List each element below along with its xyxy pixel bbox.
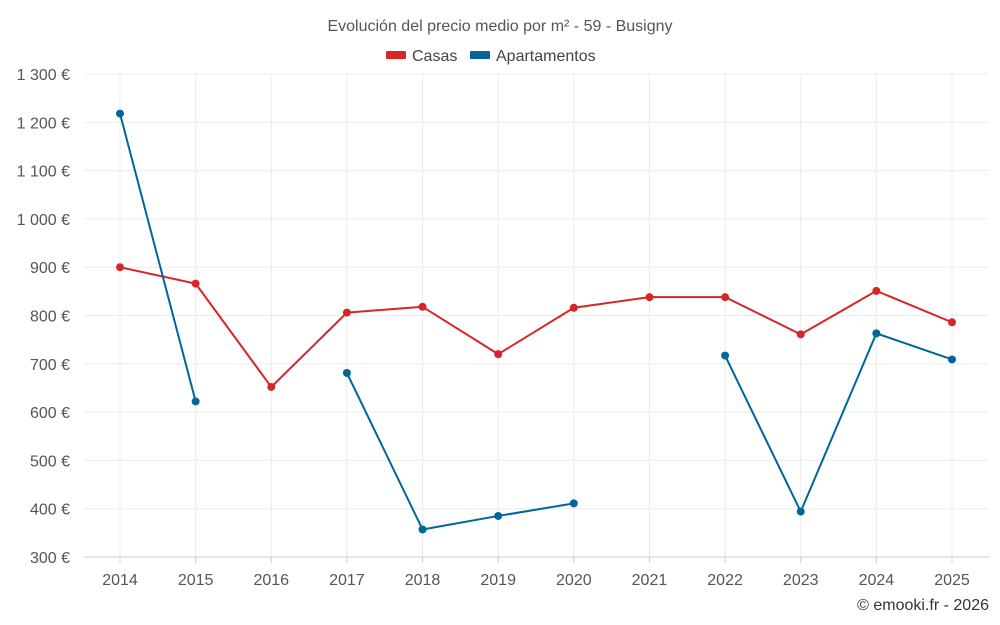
y-tick-label: 300 € [30,550,70,567]
data-point-casas[interactable] [116,263,124,272]
x-tick-label: 2018 [405,572,441,589]
y-tick-label: 800 € [30,309,70,326]
data-point-apartamentos[interactable] [948,355,956,364]
data-point-casas[interactable] [342,308,351,317]
y-tick-label: 900 € [30,260,70,277]
y-tick-label: 400 € [30,502,70,519]
x-tick-label: 2020 [556,572,592,589]
legend-label-casas: Casas [412,48,457,65]
series-line-apartamentos [724,332,953,513]
data-point-casas[interactable] [418,302,427,311]
y-tick-label: 1 300 € [17,67,70,84]
y-tick-label: 1 000 € [17,212,70,229]
chart-title: Evolución del precio medio por m² - 59 -… [327,18,672,35]
y-tick-label: 700 € [30,357,70,374]
x-tick-label: 2014 [102,572,138,589]
data-point-apartamentos[interactable] [191,397,200,406]
data-point-apartamentos[interactable] [872,329,881,338]
x-tick-label: 2019 [480,572,516,589]
legend-item-casas[interactable]: Casas [386,48,457,65]
series-casas [116,263,956,391]
data-point-casas[interactable] [872,286,881,295]
data-point-apartamentos[interactable] [342,368,351,377]
legend-item-apartamentos[interactable]: Apartamentos [470,48,596,65]
data-point-apartamentos[interactable] [494,511,503,520]
legend[interactable]: Casas Apartamentos [386,48,596,65]
data-point-casas[interactable] [494,350,503,359]
legend-swatch-casas [386,51,406,59]
axes: 300 € 400 € 500 € 600 € 700 € 800 € 900 € 1 000… [17,67,989,589]
data-point-casas[interactable] [948,318,956,327]
data-point-casas[interactable] [569,303,578,312]
x-tick-label: 2025 [934,572,970,589]
y-tick-label: 1 100 € [17,164,70,181]
x-tick-label: 2023 [783,572,819,589]
data-point-casas[interactable] [645,293,654,302]
legend-swatch-apartamentos [470,51,490,59]
series-apartamentos [116,109,956,534]
data-point-apartamentos[interactable] [721,351,730,360]
series-line-apartamentos [119,113,197,402]
data-point-casas[interactable] [796,330,805,339]
data-point-casas[interactable] [267,382,276,391]
x-tick-label: 2021 [632,572,668,589]
series [116,109,956,534]
y-tick-label: 1 200 € [17,115,70,132]
legend-label-apartamentos: Apartamentos [496,48,596,65]
data-point-apartamentos[interactable] [116,109,124,118]
x-tick-label: 2017 [329,572,365,589]
x-tick-label: 2016 [253,572,289,589]
data-point-casas[interactable] [191,279,200,288]
data-point-apartamentos[interactable] [569,499,578,508]
data-point-apartamentos[interactable] [796,507,805,516]
series-line-casas [119,266,953,388]
y-tick-label: 500 € [30,453,70,470]
x-tick-label: 2024 [859,572,895,589]
y-tick-label: 600 € [30,405,70,422]
x-tick-label: 2015 [178,572,214,589]
data-point-apartamentos[interactable] [418,525,427,534]
data-point-casas[interactable] [721,293,730,302]
series-line-apartamentos [346,372,574,531]
x-tick-label: 2022 [707,572,743,589]
credit-text: © emooki.fr - 2026 [857,597,989,614]
